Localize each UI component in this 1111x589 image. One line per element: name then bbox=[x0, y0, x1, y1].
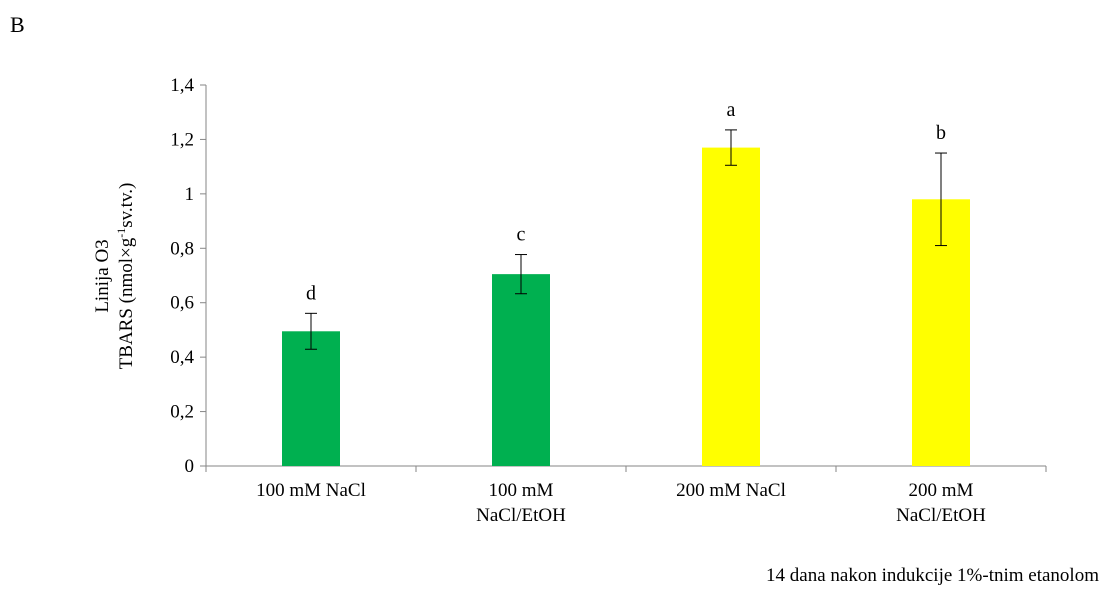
bar-chart: Linija O3 TBARS (nmol×g-1sv.tv.) 0 0,2 0,4… bbox=[92, 75, 1047, 526]
y-tick-label: 1,2 bbox=[170, 129, 194, 150]
bar bbox=[282, 331, 340, 466]
footnote: 14 dana nakon indukcije 1%-tnim etanolom bbox=[766, 565, 1099, 586]
significance-letter: d bbox=[306, 282, 316, 304]
x-tick-label: 100 mM NaCl bbox=[256, 480, 366, 501]
x-tick-label: 200 mM bbox=[909, 480, 974, 501]
y-axis-label-line1: Linija O3 bbox=[92, 239, 113, 312]
significance-letter: b bbox=[936, 122, 946, 144]
y-tick-label: 0,2 bbox=[170, 402, 194, 423]
y-tick-label: 1 bbox=[185, 184, 195, 205]
bar bbox=[702, 147, 760, 467]
y-tick-label: 1,4 bbox=[170, 75, 194, 96]
panel-label: B bbox=[10, 12, 25, 37]
y-tick-label: 0 bbox=[185, 456, 195, 477]
x-tick-label: 100 mM bbox=[489, 480, 554, 501]
y-tick-label: 0,8 bbox=[170, 238, 194, 259]
y-axis-label: Linija O3 TBARS (nmol×g-1sv.tv.) bbox=[92, 183, 137, 370]
significance-letter: c bbox=[517, 224, 526, 246]
x-tick-label: NaCl/EtOH bbox=[476, 505, 566, 526]
bar bbox=[492, 274, 550, 466]
y-tick-label: 0,4 bbox=[170, 347, 194, 368]
y-tick-label: 0,6 bbox=[170, 293, 194, 314]
significance-letter: a bbox=[727, 99, 736, 121]
x-tick-label: NaCl/EtOH bbox=[896, 505, 986, 526]
x-tick-label: 200 mM NaCl bbox=[676, 480, 786, 501]
y-axis-label-line2: TBARS (nmol×g-1sv.tv.) bbox=[114, 183, 137, 370]
